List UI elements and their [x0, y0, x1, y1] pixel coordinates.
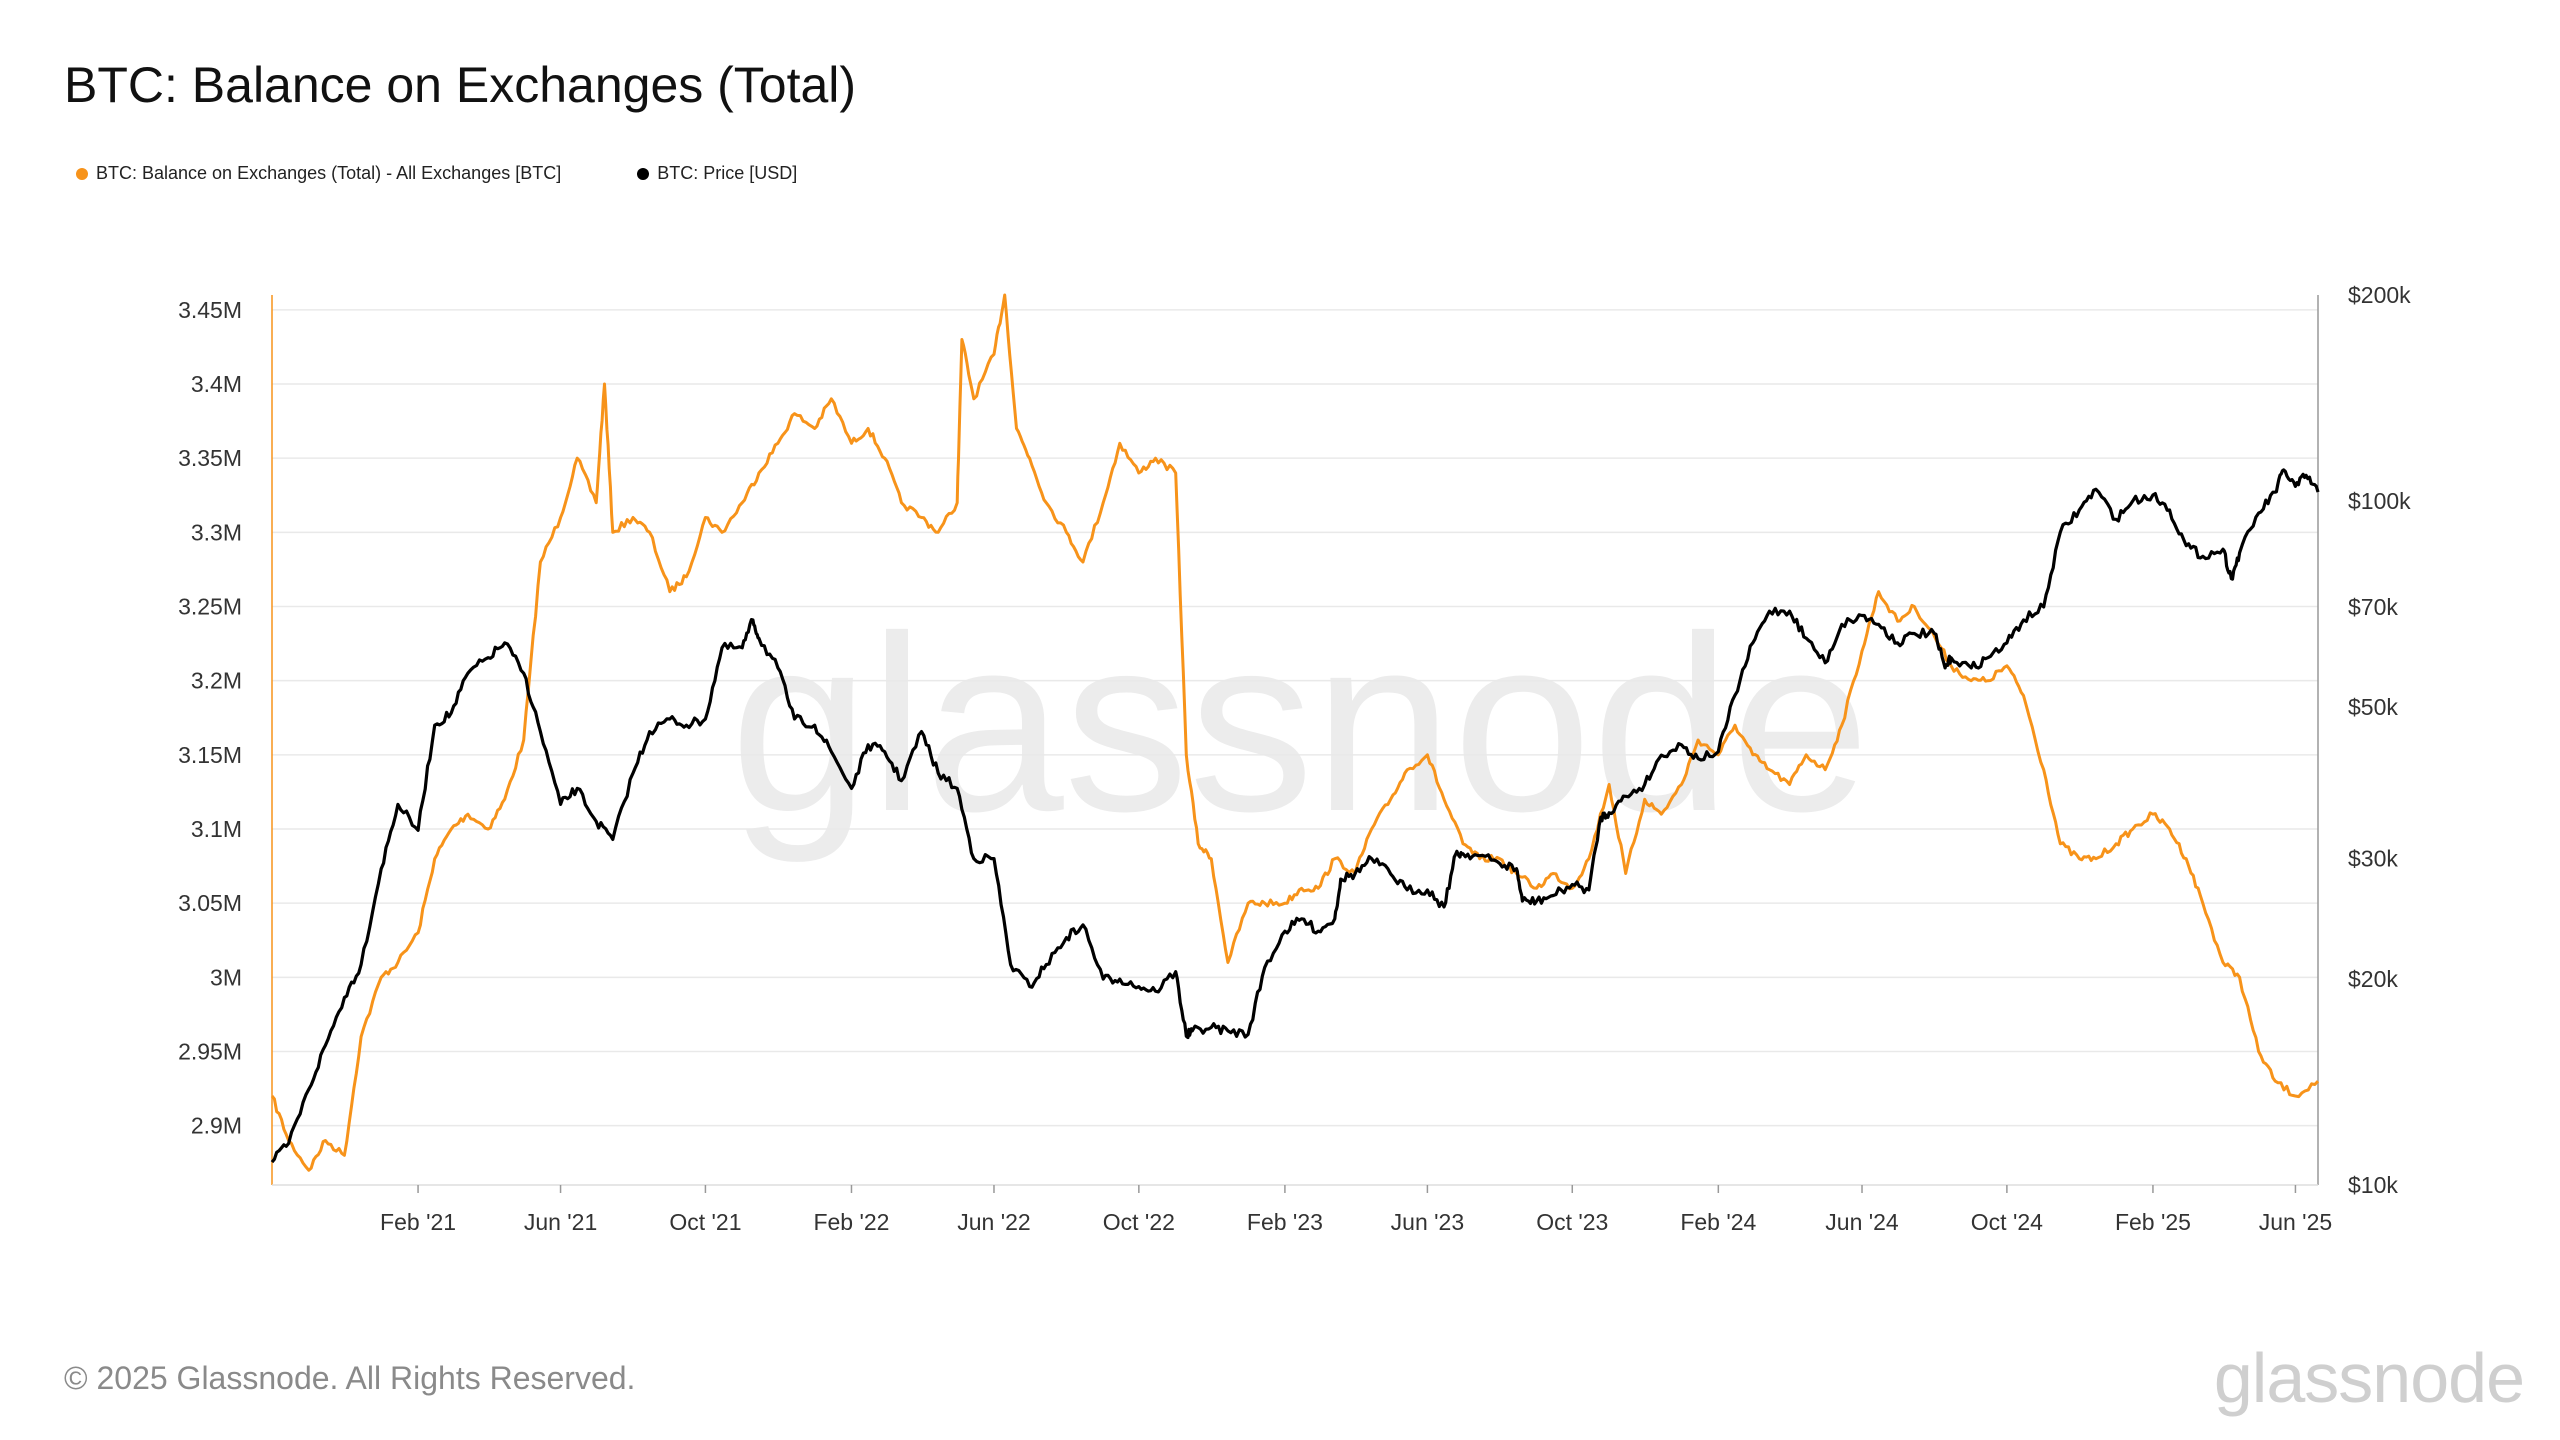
legend: BTC: Balance on Exchanges (Total) - All … [76, 163, 797, 184]
series-line-price [270, 468, 2320, 1164]
x-tick-label: Oct '21 [669, 1209, 741, 1235]
left-tick-label: 2.9M [191, 1113, 242, 1139]
left-tick-label: 3.05M [178, 890, 242, 916]
left-tick-label: 3.45M [178, 297, 242, 323]
right-tick-label: $100k [2348, 488, 2411, 514]
left-tick-label: 3.15M [178, 742, 242, 768]
left-tick-label: 2.95M [178, 1039, 242, 1065]
right-tick-label: $30k [2348, 846, 2398, 872]
legend-item-price[interactable]: BTC: Price [USD] [637, 163, 797, 184]
x-tick-label: Feb '21 [380, 1209, 456, 1235]
left-tick-label: 3.25M [178, 594, 242, 620]
x-tick-label: Jun '21 [524, 1209, 597, 1235]
right-tick-label: $200k [2348, 282, 2411, 308]
x-tick-label: Jun '25 [2259, 1209, 2332, 1235]
series-lines [270, 293, 2320, 1172]
right-tick-label: $10k [2348, 1172, 2398, 1198]
x-tick-label: Feb '22 [813, 1209, 889, 1235]
x-tick-label: Jun '24 [1825, 1209, 1899, 1235]
legend-item-balance[interactable]: BTC: Balance on Exchanges (Total) - All … [76, 163, 561, 184]
legend-dot-balance [76, 167, 88, 180]
left-tick-label: 3.2M [191, 668, 242, 694]
watermark: glassnode [730, 584, 1870, 863]
left-tick-label: 3.1M [191, 816, 242, 842]
axes [271, 295, 2319, 1186]
x-axis-ticks: Feb '21 Jun '21 Oct '21 Feb '22 Jun '22 Oct '… [380, 1185, 2332, 1235]
x-tick-label: Feb '24 [1680, 1209, 1756, 1235]
right-tick-label: $50k [2348, 694, 2398, 720]
brand-logo: glassnode [2213, 1339, 2525, 1417]
x-tick-label: Feb '23 [1247, 1209, 1323, 1235]
x-tick-label: Oct '22 [1103, 1209, 1175, 1235]
x-tick-label: Jun '23 [1391, 1209, 1464, 1235]
legend-dot-price [637, 167, 650, 180]
series-line-balance [270, 293, 2320, 1172]
x-tick-label: Oct '23 [1536, 1209, 1608, 1235]
right-tick-label: $20k [2348, 966, 2398, 992]
left-tick-label: 3.4M [191, 371, 242, 397]
x-tick-label: Feb '25 [2115, 1209, 2191, 1235]
chart-title: BTC: Balance on Exchanges (Total) [64, 57, 857, 113]
right-tick-label: $70k [2348, 594, 2398, 620]
x-tick-label: Oct '24 [1971, 1209, 2043, 1235]
legend-label-price: BTC: Price [USD] [657, 163, 798, 183]
right-axis-ticks: $10k $20k $30k $50k $70k $100k $200k [2348, 282, 2411, 1198]
legend-label-balance: BTC: Balance on Exchanges (Total) - All … [96, 163, 562, 183]
copyright-footer: © 2025 Glassnode. All Rights Reserved. [64, 1360, 636, 1396]
left-tick-label: 3.3M [191, 519, 242, 545]
left-axis-ticks: 2.9M 2.95M 3M 3.05M 3.1M 3.15M 3.2M 3.25M 3.3M 3.… [178, 297, 242, 1139]
left-tick-label: 3M [210, 964, 242, 990]
x-tick-label: Jun '22 [957, 1209, 1030, 1235]
left-tick-label: 3.35M [178, 445, 242, 471]
